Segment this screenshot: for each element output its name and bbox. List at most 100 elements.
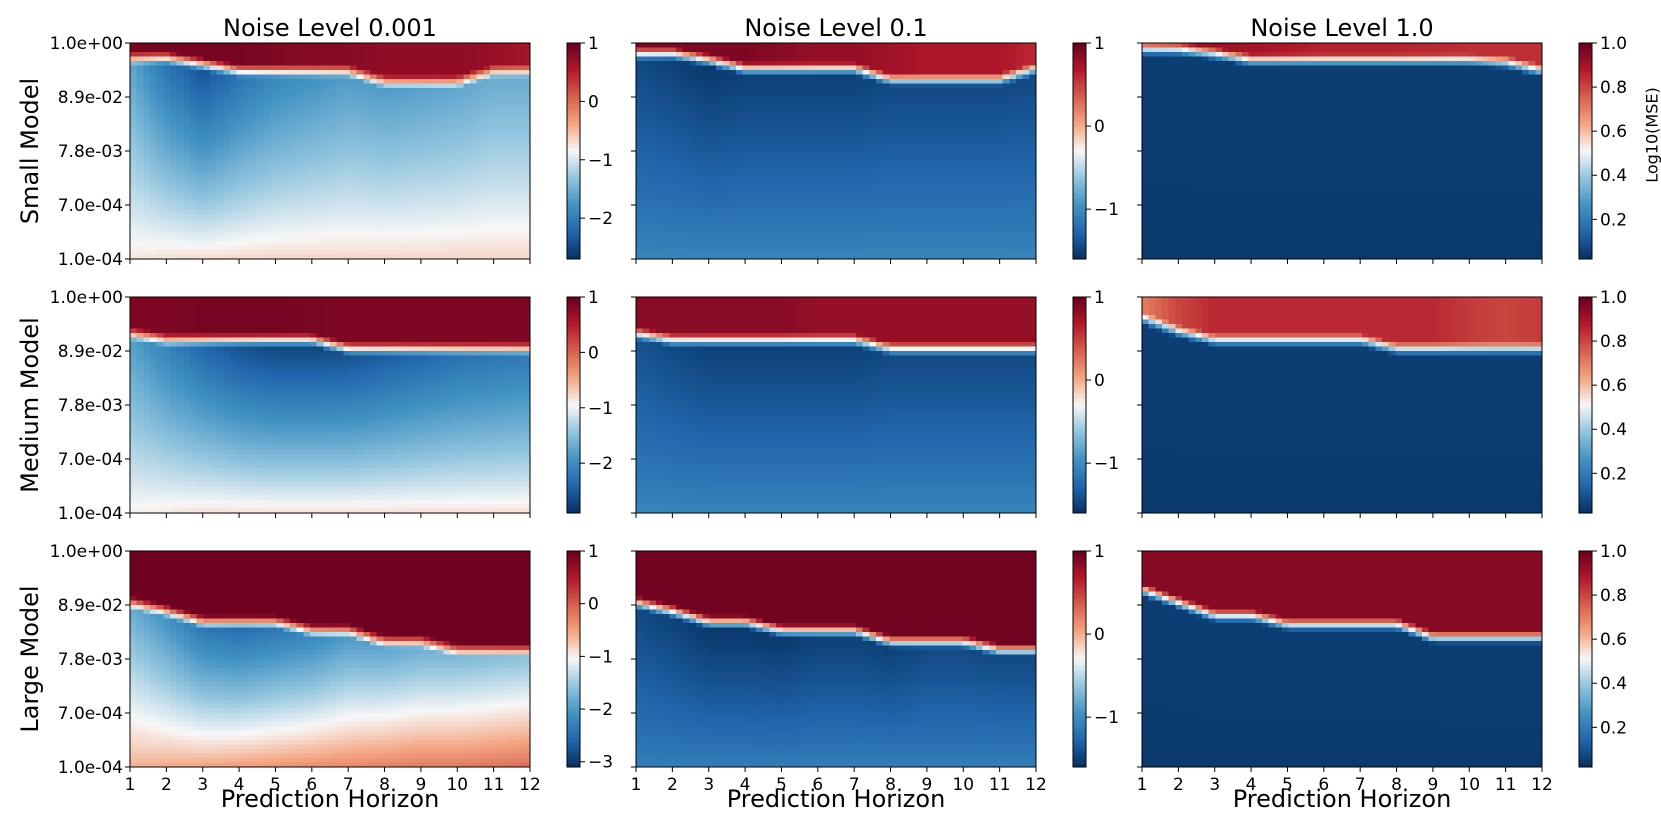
heatmap-cell — [176, 169, 184, 175]
heatmap-cell — [729, 232, 737, 238]
heatmap-cell — [343, 61, 351, 67]
heatmap-cell — [270, 47, 278, 53]
heatmap-cell — [396, 110, 404, 116]
heatmap-cell — [143, 155, 151, 161]
heatmap-cell — [230, 133, 238, 139]
heatmap-cell — [829, 128, 837, 134]
heatmap-cell — [243, 124, 251, 130]
heatmap-cell — [742, 101, 750, 107]
heatmap-cell — [862, 65, 870, 71]
heatmap-cell — [276, 61, 284, 67]
heatmap-cell — [762, 223, 770, 229]
heatmap-cell — [689, 191, 697, 197]
heatmap-cell — [396, 182, 404, 188]
heatmap-cell — [842, 200, 850, 206]
heatmap-cell — [223, 173, 231, 179]
heatmap-cell — [836, 236, 844, 242]
heatmap-cell — [490, 110, 498, 116]
heatmap-cell — [443, 47, 451, 53]
heatmap-cell — [722, 200, 730, 206]
heatmap-cell — [709, 254, 717, 260]
heatmap-cell — [782, 142, 790, 148]
heatmap-cell — [503, 151, 511, 157]
heatmap-cell — [716, 236, 724, 242]
heatmap-cell — [503, 52, 511, 58]
heatmap-cell — [656, 142, 664, 148]
heatmap-cell — [370, 178, 378, 184]
heatmap-cell — [649, 137, 657, 143]
heatmap-cell — [656, 241, 664, 247]
heatmap-cell — [809, 164, 817, 170]
heatmap-cell — [490, 52, 498, 58]
heatmap-cell — [869, 160, 877, 166]
heatmap-cell — [283, 227, 291, 233]
heatmap-cell — [656, 254, 664, 260]
heatmap-cell — [490, 200, 498, 206]
heatmap-cell — [749, 232, 757, 238]
heatmap-cell — [436, 236, 444, 242]
heatmap-cell — [296, 83, 304, 89]
heatmap-cell — [136, 173, 144, 179]
heatmap-cell — [709, 245, 717, 251]
heatmap-cell — [716, 151, 724, 157]
heatmap-cell — [882, 97, 890, 103]
heatmap-cell — [310, 232, 318, 238]
heatmap-cell — [296, 169, 304, 175]
heatmap-cell — [756, 101, 764, 107]
heatmap-cell — [649, 169, 657, 175]
heatmap-cell — [742, 209, 750, 215]
heatmap-cell — [336, 128, 344, 134]
heatmap-cell — [416, 56, 424, 62]
heatmap-cell — [782, 250, 790, 256]
heatmap-cell — [343, 110, 351, 116]
heatmap-cell — [842, 182, 850, 188]
heatmap-cell — [176, 43, 184, 49]
heatmap-cell — [496, 56, 504, 62]
heatmap-cell — [736, 88, 744, 94]
heatmap-cell — [682, 61, 690, 67]
heatmap-cell — [702, 241, 710, 247]
heatmap-cell — [716, 88, 724, 94]
heatmap-cell — [310, 124, 318, 130]
heatmap-cell — [523, 65, 531, 71]
heatmap-cell — [350, 115, 358, 121]
heatmap-cell — [829, 151, 837, 157]
heatmap-cell — [383, 164, 391, 170]
heatmap-cell — [263, 164, 271, 170]
heatmap-cell — [436, 232, 444, 238]
heatmap-cell — [796, 241, 804, 247]
heatmap-cell — [802, 110, 810, 116]
heatmap-cell — [669, 142, 677, 148]
heatmap-cell — [836, 209, 844, 215]
heatmap-cell — [776, 70, 784, 76]
heatmap-cell — [476, 182, 484, 188]
heatmap-cell — [416, 155, 424, 161]
heatmap-cell — [136, 110, 144, 116]
heatmap-cell — [809, 115, 817, 121]
heatmap-cell — [223, 97, 231, 103]
heatmap-cell — [436, 83, 444, 89]
heatmap-cell — [370, 196, 378, 202]
heatmap-cell — [463, 79, 471, 85]
heatmap-cell — [203, 223, 211, 229]
heatmap-cell — [842, 70, 850, 76]
heatmap-cell — [702, 124, 710, 130]
heatmap-cell — [370, 232, 378, 238]
heatmap-cell — [196, 218, 204, 224]
heatmap-cell — [230, 119, 238, 125]
heatmap-cell — [463, 106, 471, 112]
heatmap-cell — [170, 178, 178, 184]
heatmap-cell — [769, 65, 777, 71]
heatmap-cell — [376, 65, 384, 71]
heatmap-cell — [176, 187, 184, 193]
heatmap-cell — [456, 52, 464, 58]
heatmap-cell — [476, 223, 484, 229]
heatmap-cell — [702, 61, 710, 67]
heatmap-cell — [676, 56, 684, 62]
heatmap-cell — [682, 227, 690, 233]
heatmap-cell — [869, 79, 877, 85]
heatmap-cell — [163, 223, 171, 229]
heatmap-cell — [829, 79, 837, 85]
heatmap-cell — [183, 146, 191, 152]
heatmap-cell — [203, 214, 211, 220]
